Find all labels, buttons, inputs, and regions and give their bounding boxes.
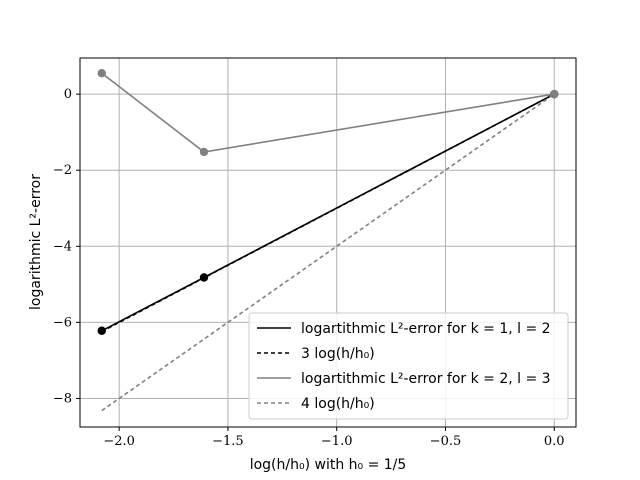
series-2-point: [97, 69, 106, 78]
series-line-1: [101, 93, 555, 333]
y-tick-label: −6: [53, 315, 72, 330]
legend: logartithmic L²-error for k = 1, l = 2 3 …: [248, 312, 569, 420]
y-axis-label: logarithmic L²-error: [28, 174, 44, 310]
plot-frame: [79, 57, 577, 428]
x-tick-label: −1.0: [321, 434, 353, 449]
legend-label-1: 3 log(h/h₀): [301, 346, 375, 362]
legend-label-3: 4 log(h/h₀): [301, 396, 375, 412]
legend-label-0: logartithmic L²-error for k = 1, l = 2: [301, 321, 551, 337]
y-tick-label: −4: [53, 239, 72, 254]
x-tick-label: −1.5: [212, 434, 244, 449]
legend-label-2: logartithmic L²-error for k = 2, l = 3: [301, 371, 551, 387]
y-tick-label: −2: [53, 163, 72, 178]
x-tick-label: −0.5: [430, 434, 462, 449]
x-tick-label: −2.0: [103, 434, 135, 449]
y-tick-label: −8: [53, 391, 72, 406]
y-tick-label: 0: [64, 87, 72, 102]
series-2-point: [199, 147, 209, 157]
x-axis-label: log(h/h₀) with h₀ = 1/5: [250, 457, 407, 473]
x-tick-label: 0.0: [544, 434, 565, 449]
series-layer: [97, 69, 559, 412]
series-line-2: [101, 72, 555, 153]
legend-box: [248, 312, 569, 420]
ticks: −2.0 −1.5 −1.0 −0.5 0.0 0 −2 −4 −6 −8: [53, 87, 565, 449]
series-line-3: [101, 93, 555, 412]
